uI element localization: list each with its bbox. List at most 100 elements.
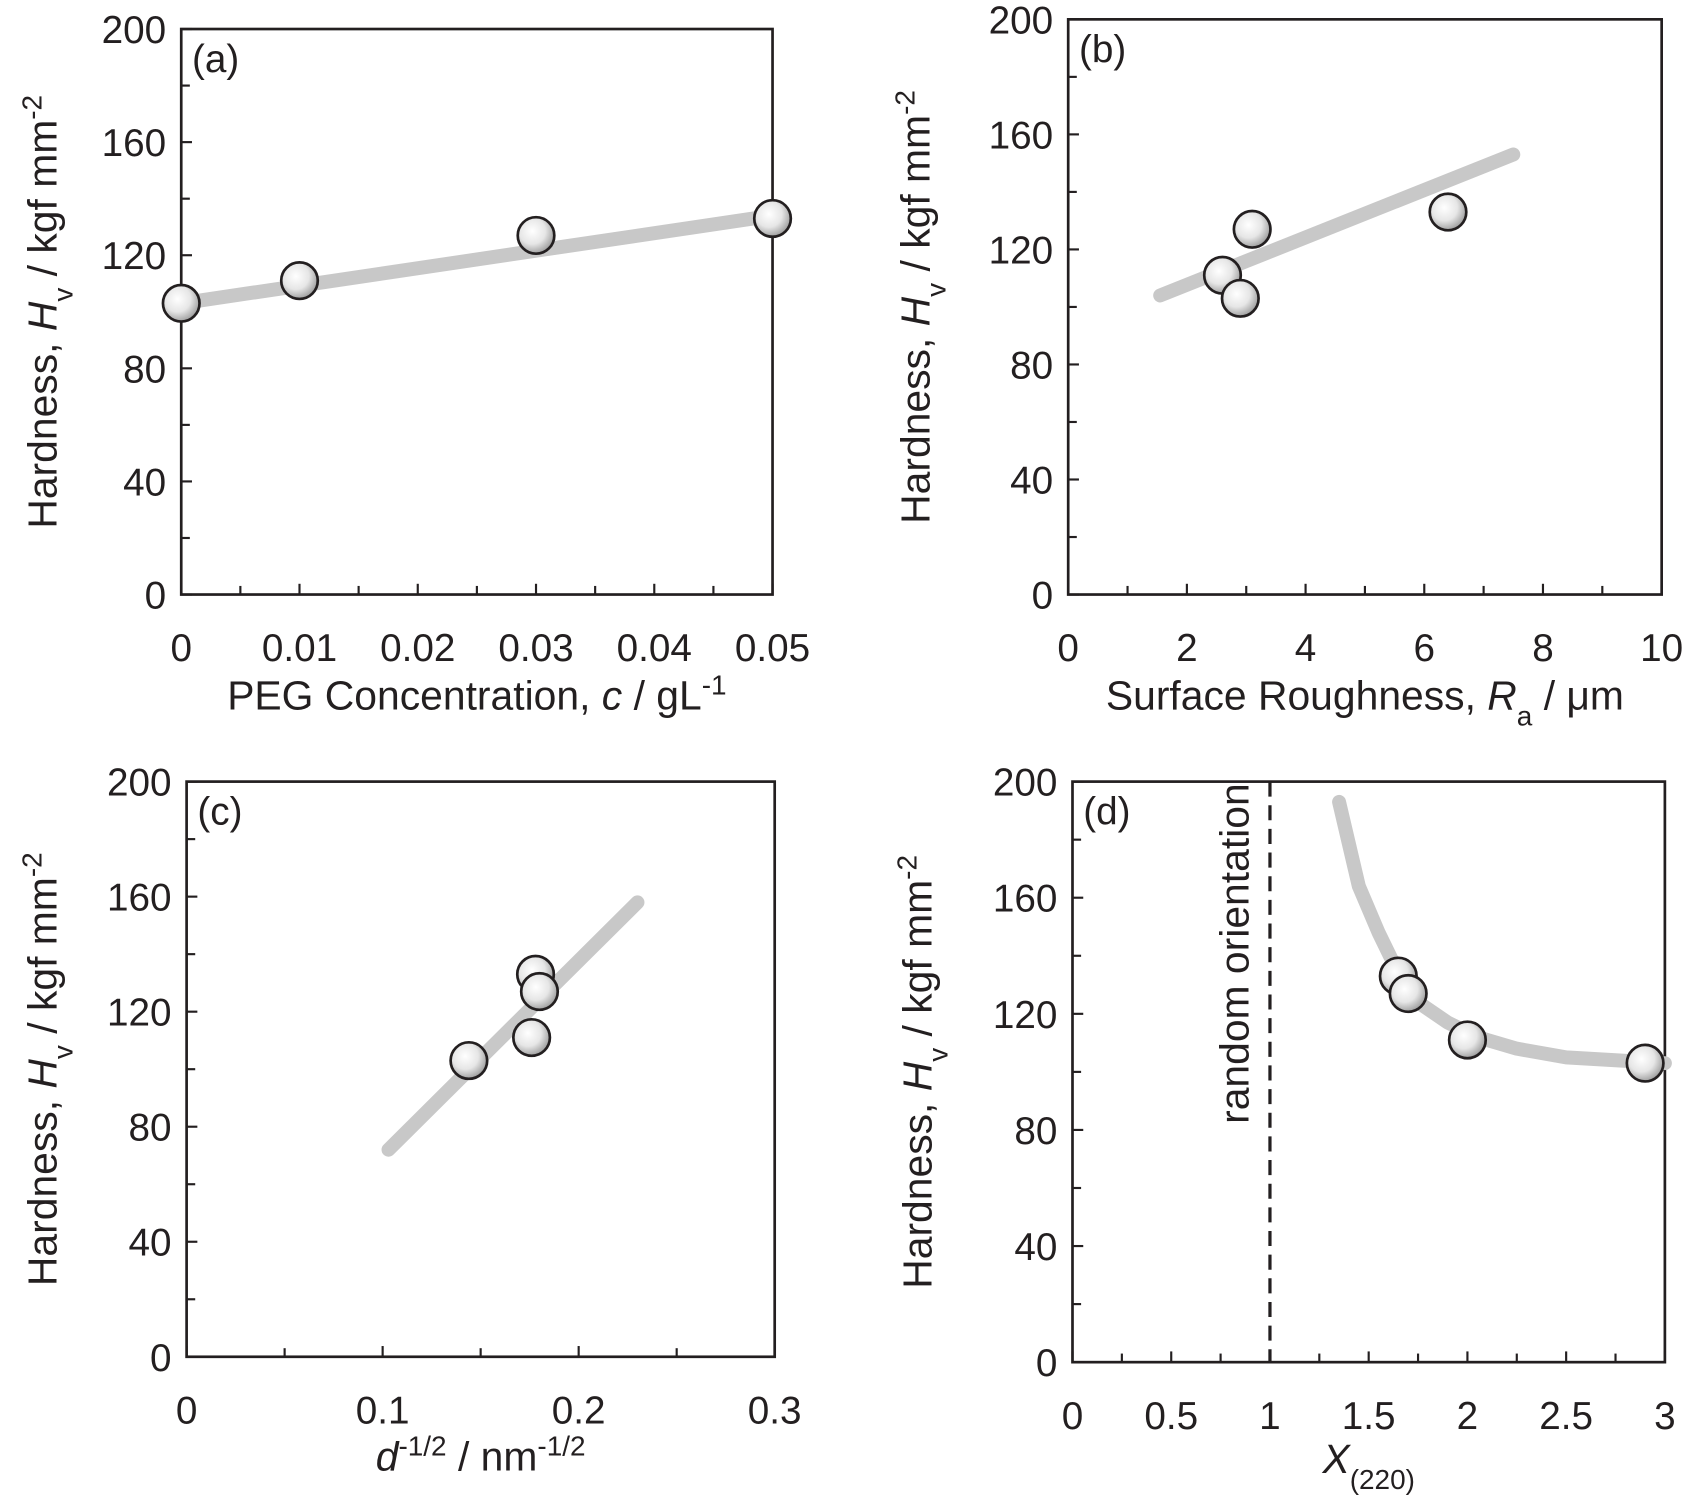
y-tick-label: 80 bbox=[123, 348, 166, 391]
x-tick-label: 2 bbox=[1176, 627, 1198, 670]
x-tick-label: 0 bbox=[1062, 1395, 1084, 1438]
y-tick-label: 80 bbox=[1014, 1110, 1057, 1153]
x-tick-label: 0 bbox=[170, 627, 192, 670]
y-axis-label: Hardness, Hv / kgf mm-2 bbox=[889, 90, 951, 524]
y-tick-label: 120 bbox=[993, 994, 1058, 1037]
x-axis-label-part: / gL bbox=[622, 673, 701, 719]
x-tick-label: 3 bbox=[1654, 1395, 1676, 1438]
x-tick-label: 2.5 bbox=[1539, 1395, 1593, 1438]
y-axis-label-part: H bbox=[895, 1061, 941, 1091]
plot-frame bbox=[179, 27, 774, 596]
y-axis-label-part: -2 bbox=[889, 90, 920, 115]
y-axis-label-part: v bbox=[47, 1045, 78, 1059]
y-tick-label: 0 bbox=[1032, 575, 1054, 618]
x-axis-label: Surface Roughness, Ra / μm bbox=[1106, 673, 1624, 732]
x-tick-label: 4 bbox=[1295, 627, 1317, 670]
y-axis-label-part: -2 bbox=[16, 95, 47, 120]
y-tick-label: 40 bbox=[1014, 1226, 1057, 1269]
x-tick-label: 0.05 bbox=[735, 627, 810, 670]
data-point bbox=[1220, 278, 1260, 318]
x-axis-label: X(220) bbox=[1321, 1436, 1414, 1495]
panel-label: (c) bbox=[197, 791, 242, 834]
y-tick-label: 200 bbox=[102, 9, 167, 52]
panel-label: (a) bbox=[192, 38, 239, 81]
x-tick-label: 0.5 bbox=[1144, 1395, 1198, 1438]
x-tick-label: 0.01 bbox=[262, 627, 337, 670]
y-axis-label-part: v bbox=[47, 288, 78, 302]
data-point bbox=[1428, 192, 1468, 232]
y-axis-label: Hardness, Hv / kgf mm-2 bbox=[891, 855, 953, 1289]
y-axis-label-part: Hardness, bbox=[20, 331, 66, 528]
data-point bbox=[511, 1017, 552, 1058]
data-point bbox=[1232, 209, 1272, 249]
x-axis-label-part: -1/2 bbox=[537, 1430, 585, 1461]
y-tick-label: 200 bbox=[107, 762, 172, 805]
data-point bbox=[752, 198, 793, 239]
x-tick-label: 0.1 bbox=[356, 1389, 410, 1432]
x-tick-label: 8 bbox=[1532, 627, 1554, 670]
plot-frame bbox=[1066, 18, 1664, 596]
y-tick-label: 160 bbox=[102, 122, 167, 165]
y-tick-label: 160 bbox=[989, 114, 1054, 157]
panel-label: (b) bbox=[1079, 28, 1126, 71]
y-tick-label: 160 bbox=[107, 877, 172, 920]
x-axis-label-part: c bbox=[602, 673, 622, 719]
x-axis-label-part: / nm bbox=[447, 1434, 538, 1480]
x-tick-label: 2 bbox=[1457, 1395, 1479, 1438]
x-tick-label: 0.3 bbox=[748, 1389, 802, 1432]
x-axis-label-part: -1 bbox=[702, 669, 727, 700]
trend-line bbox=[174, 208, 780, 311]
x-axis-label-part: PEG Concentration, bbox=[227, 673, 602, 719]
data-point bbox=[449, 1040, 489, 1081]
x-tick-label: 1 bbox=[1259, 1395, 1281, 1438]
y-axis-label-part: / kgf mm bbox=[20, 877, 66, 1045]
x-axis-label-part: X bbox=[1321, 1436, 1351, 1482]
data-point bbox=[519, 971, 560, 1012]
y-tick-label: 200 bbox=[989, 0, 1054, 42]
x-axis-label-part: a bbox=[1517, 700, 1533, 731]
plot-frame bbox=[1071, 780, 1667, 1364]
annotation: random orientation bbox=[1211, 783, 1257, 1124]
data-point bbox=[161, 283, 201, 323]
y-axis-label-part: -2 bbox=[16, 852, 47, 877]
x-tick-label: 0.02 bbox=[380, 627, 455, 670]
y-tick-label: 80 bbox=[129, 1107, 172, 1150]
y-tick-label: 40 bbox=[1010, 459, 1053, 502]
x-tick-label: 0 bbox=[176, 1389, 198, 1432]
data-point bbox=[516, 215, 556, 256]
x-axis-label-part: / μm bbox=[1532, 673, 1624, 719]
y-tick-label: 40 bbox=[123, 461, 166, 504]
y-tick-label: 160 bbox=[993, 878, 1058, 921]
chart-panel: 0 40 80 120 160 200 0 0.1 0.2 0.3 (c) Hardness, Hv … bbox=[16, 762, 802, 1480]
chart-panel: 0 40 80 120 160 200 0 2 4 6 8 10 (b) Hardness, Hv / k… bbox=[889, 0, 1683, 731]
y-tick-label: 80 bbox=[1010, 344, 1053, 387]
x-axis-label-part: R bbox=[1487, 673, 1517, 719]
x-tick-label: 0 bbox=[1057, 627, 1079, 670]
y-axis-label-part: Hardness, bbox=[893, 326, 939, 523]
y-axis-label-part: v bbox=[920, 283, 951, 297]
y-axis-label-part: v bbox=[922, 1048, 953, 1062]
data-point bbox=[279, 261, 320, 301]
x-axis-label: d-1/2 / nm-1/2 bbox=[376, 1430, 586, 1479]
y-axis-label: Hardness, Hv / kgf mm-2 bbox=[16, 852, 78, 1286]
y-tick-label: 120 bbox=[107, 992, 172, 1035]
chart-panel: 0 40 80 120 160 200 0 0.01 0.02 0.03 0.04 0.05 (a) Ha… bbox=[16, 9, 810, 719]
panel-label: (d) bbox=[1083, 791, 1130, 834]
trend-line bbox=[381, 895, 645, 1157]
y-tick-label: 0 bbox=[145, 575, 167, 618]
y-axis-label-part: / kgf mm bbox=[20, 120, 66, 288]
x-tick-label: 0.04 bbox=[617, 627, 692, 670]
y-tick-label: 0 bbox=[150, 1337, 172, 1380]
y-axis-label-part: -2 bbox=[891, 855, 922, 880]
y-axis-label-part: Hardness, bbox=[895, 1091, 941, 1289]
x-axis-label-part: d bbox=[376, 1434, 400, 1480]
x-tick-label: 0.03 bbox=[498, 627, 573, 670]
x-tick-label: 6 bbox=[1414, 627, 1436, 670]
y-axis-label-part: Hardness, bbox=[20, 1089, 66, 1286]
y-axis-label-part: / kgf mm bbox=[895, 880, 941, 1048]
trend-line bbox=[1332, 794, 1672, 1071]
y-tick-label: 120 bbox=[102, 235, 167, 278]
x-axis-label-part: Surface Roughness, bbox=[1106, 673, 1487, 719]
y-tick-label: 0 bbox=[1036, 1342, 1058, 1385]
